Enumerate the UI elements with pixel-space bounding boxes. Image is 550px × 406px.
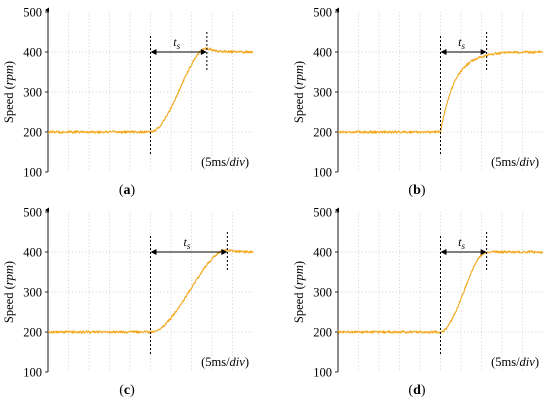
panel-label-close: ) — [131, 183, 136, 198]
y-axis-label-suffix: ) — [2, 261, 16, 265]
ts-arrow-head-right — [480, 249, 487, 255]
y-tick-label: 200 — [313, 126, 332, 140]
y-tick-label: 300 — [23, 86, 42, 100]
panel-label-close: ) — [421, 383, 426, 398]
time-scale-unit: div — [520, 155, 536, 169]
time-scale-suffix: ) — [535, 355, 539, 369]
time-scale-prefix: (5ms/ — [201, 155, 230, 169]
ts-annotation: ts — [458, 235, 465, 251]
y-tick-label: 100 — [23, 366, 42, 380]
y-axis-label-unit: rpm — [292, 265, 306, 285]
panel-label-letter: b — [413, 183, 421, 198]
panel-label-letter: a — [124, 183, 131, 198]
y-tick-label: 500 — [23, 206, 42, 220]
y-axis-label-prefix: Speed ( — [2, 85, 16, 123]
y-tick-label: 100 — [313, 166, 332, 180]
time-scale-unit: div — [230, 355, 246, 369]
y-axis-label: Speed (rpm) — [2, 261, 16, 323]
y-tick-label: 100 — [23, 166, 42, 180]
ts-subscript: s — [461, 241, 465, 251]
y-tick-label: 500 — [313, 6, 332, 20]
ts-arrow-head-right — [221, 249, 228, 255]
ts-symbol: t — [458, 35, 462, 49]
y-tick-label: 500 — [23, 6, 42, 20]
y-axis-label: Speed (rpm) — [292, 261, 306, 323]
time-scale-prefix: (5ms/ — [491, 355, 520, 369]
y-axis-label-unit: rpm — [292, 65, 306, 85]
y-axis-arrow — [45, 7, 49, 13]
time-scale-label: (5ms/div) — [201, 155, 249, 169]
y-axis-label: Speed (rpm) — [292, 61, 306, 123]
ts-annotation: ts — [173, 35, 180, 51]
y-axis-label-suffix: ) — [292, 261, 306, 265]
ts-symbol: t — [184, 235, 188, 249]
panel-label-letter: c — [124, 383, 130, 398]
time-scale-label: (5ms/div) — [491, 355, 539, 369]
y-axis-label-suffix: ) — [292, 61, 306, 65]
ts-subscript: s — [177, 41, 181, 51]
y-tick-label: 400 — [313, 46, 332, 60]
time-scale-prefix: (5ms/ — [491, 155, 520, 169]
y-tick-label: 200 — [313, 326, 332, 340]
y-axis-arrow — [335, 7, 339, 13]
panel-label: (d) — [408, 383, 425, 398]
time-scale-unit: div — [520, 355, 536, 369]
time-scale-suffix: ) — [535, 155, 539, 169]
panel-label-open: ( — [408, 383, 413, 398]
panel-label: (b) — [408, 183, 425, 198]
panel-label-open: ( — [408, 183, 413, 198]
ts-arrow-head-left — [150, 249, 157, 255]
panel-label: (c) — [119, 383, 135, 398]
y-axis-label-prefix: Speed ( — [292, 85, 306, 123]
y-tick-label: 200 — [23, 126, 42, 140]
ts-arrow-head-left — [440, 249, 447, 255]
panel-label-open: ( — [119, 383, 124, 398]
y-axis-arrow — [335, 207, 339, 213]
y-tick-label: 300 — [313, 86, 332, 100]
ts-subscript: s — [461, 41, 465, 51]
y-axis-label-suffix: ) — [2, 61, 16, 65]
panel-label-close: ) — [421, 183, 426, 198]
ts-arrow-head-left — [150, 49, 157, 55]
panel-label-letter: d — [413, 383, 421, 398]
panel-label-open: ( — [119, 183, 124, 198]
time-scale-label: (5ms/div) — [491, 155, 539, 169]
time-scale-label: (5ms/div) — [201, 355, 249, 369]
time-scale-suffix: ) — [245, 155, 249, 169]
y-axis-label: Speed (rpm) — [2, 61, 16, 123]
ts-annotation: ts — [458, 35, 465, 51]
ts-symbol: t — [173, 35, 177, 49]
time-scale-suffix: ) — [245, 355, 249, 369]
y-axis-label-prefix: Speed ( — [292, 285, 306, 323]
y-tick-label: 400 — [313, 246, 332, 260]
y-tick-label: 300 — [313, 286, 332, 300]
ts-arrow-head-right — [480, 49, 487, 55]
time-scale-unit: div — [230, 155, 246, 169]
y-tick-label: 300 — [23, 286, 42, 300]
y-tick-label: 200 — [23, 326, 42, 340]
y-tick-label: 100 — [313, 366, 332, 380]
y-axis-arrow — [45, 207, 49, 213]
time-scale-prefix: (5ms/ — [201, 355, 230, 369]
y-axis-label-unit: rpm — [2, 265, 16, 285]
y-axis-label-unit: rpm — [2, 65, 16, 85]
y-tick-label: 400 — [23, 246, 42, 260]
y-tick-label: 500 — [313, 206, 332, 220]
ts-symbol: t — [458, 235, 462, 249]
y-axis-label-prefix: Speed ( — [2, 285, 16, 323]
ts-arrow-head-right — [200, 49, 207, 55]
ts-subscript: s — [187, 241, 191, 251]
panel-label-close: ) — [130, 383, 135, 398]
ts-arrow-head-left — [440, 49, 447, 55]
ts-annotation: ts — [184, 235, 191, 251]
y-tick-label: 400 — [23, 46, 42, 60]
panel-label: (a) — [119, 183, 136, 198]
